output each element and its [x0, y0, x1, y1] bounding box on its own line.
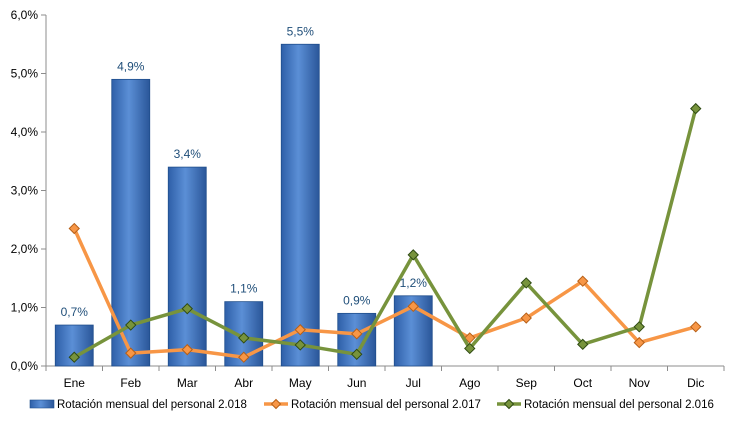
bar-data-label: 5,5% — [287, 24, 315, 38]
y-tick-label: 4,0% — [11, 125, 39, 139]
line-series-2016 — [68, 102, 702, 363]
bar — [280, 43, 320, 367]
x-tick-label: Jul — [406, 376, 421, 390]
legend-label: Rotación mensual del personal 2.016 — [524, 399, 714, 411]
x-tick-label: Oct — [573, 376, 592, 390]
line-point — [238, 332, 250, 344]
y-tick-label: 0,0% — [11, 359, 39, 373]
bar — [111, 78, 151, 367]
legend-marker — [503, 398, 515, 410]
line-series-2017 — [68, 222, 702, 363]
line-point — [68, 351, 80, 363]
y-tick-label: 1,0% — [11, 301, 39, 315]
bar-data-label: 0,7% — [61, 305, 89, 319]
data-labels: 0,7% 4,9% 3,4% 1,1% 5,5% 0,9% 1,2% — [61, 24, 428, 319]
y-tick-label: 3,0% — [11, 184, 39, 198]
line-point — [577, 275, 589, 287]
y-tick-label: 2,0% — [11, 242, 39, 256]
x-tick-label: Ago — [459, 376, 481, 390]
line-point — [238, 351, 250, 363]
bar-data-label: 0,9% — [343, 293, 371, 307]
x-tick-label: Feb — [120, 376, 141, 390]
x-tick-label: Nov — [629, 376, 650, 390]
x-tick-label: Jun — [347, 376, 366, 390]
x-tick-label: Ene — [64, 376, 86, 390]
line-point — [407, 249, 419, 261]
bar-data-label: 4,9% — [117, 59, 145, 73]
series-line — [73, 108, 698, 359]
y-tick-label: 5,0% — [11, 67, 39, 81]
bar-data-label: 3,4% — [174, 147, 202, 161]
line-point — [407, 300, 419, 313]
line-point — [577, 338, 589, 351]
line-point — [464, 342, 476, 355]
line-point — [125, 319, 137, 331]
bar-data-label: 1,1% — [230, 282, 258, 296]
line-point — [181, 343, 193, 356]
line-point — [294, 324, 306, 336]
y-tick-label: 6,0% — [11, 8, 39, 22]
x-tick-label: Dic — [687, 376, 704, 390]
x-tick-label: Sep — [516, 376, 538, 390]
line-point — [633, 336, 645, 349]
series-line — [72, 227, 697, 359]
line-point — [68, 222, 80, 235]
line-point — [181, 302, 193, 315]
legend-marker — [270, 398, 282, 410]
line-point — [294, 339, 306, 351]
line-series — [68, 102, 702, 363]
bar — [167, 166, 207, 367]
line-point — [633, 321, 645, 333]
line-point — [520, 277, 532, 289]
line-point — [351, 328, 363, 340]
line-point — [520, 312, 532, 324]
legend: Rotación mensual del personal 2.018 Rotac… — [29, 398, 714, 411]
legend-item-2016: Rotación mensual del personal 2.016 — [497, 398, 714, 411]
bar-data-label: 1,2% — [400, 276, 428, 290]
line-point — [351, 348, 363, 361]
legend-label: Rotación mensual del personal 2.018 — [57, 399, 247, 411]
x-tick-label: Mar — [177, 376, 198, 390]
legend-item-2018: Rotación mensual del personal 2.018 — [29, 399, 247, 411]
legend-label: Rotación mensual del personal 2.017 — [291, 399, 481, 411]
x-tick-label: Abr — [234, 376, 253, 390]
axes: 0,0% 1,0% 2,0% 3,0% 4,0% 5,0% 6,0% Ene Feb Mar Abr… — [11, 8, 725, 390]
x-tick-label: May — [289, 376, 312, 390]
legend-swatch — [29, 399, 55, 409]
line-point — [690, 321, 702, 333]
bar-series-2018 — [54, 43, 433, 367]
legend-item-2017: Rotación mensual del personal 2.017 — [264, 398, 481, 411]
line-point — [125, 347, 137, 359]
line-point — [690, 102, 702, 115]
